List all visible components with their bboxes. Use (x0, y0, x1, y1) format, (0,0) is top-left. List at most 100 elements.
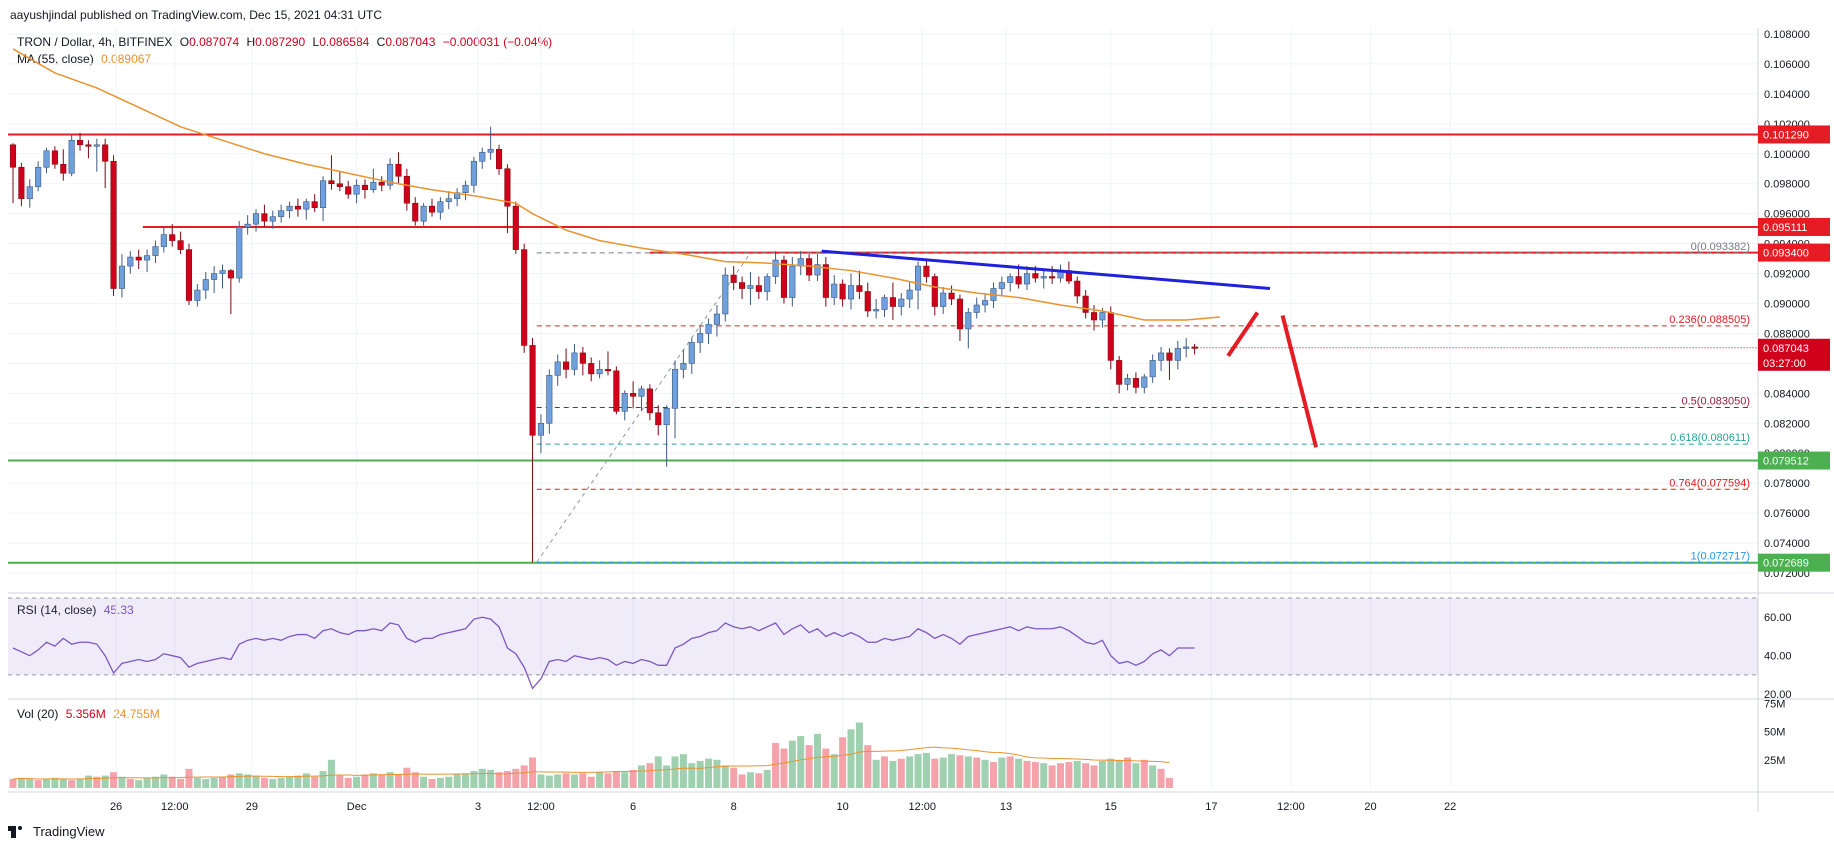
ma55-line (12, 48, 1220, 321)
chart-drawings[interactable] (821, 249, 1758, 448)
candle-down (18, 166, 25, 199)
volume-bar-down (110, 772, 118, 788)
volume-bar-up (1132, 763, 1140, 788)
price-level-badge (1758, 125, 1830, 144)
volume-bar-up (445, 776, 453, 788)
volume-bar-down (1124, 757, 1132, 788)
candle-down (579, 352, 586, 364)
symbol-name[interactable]: TRON / Dollar, 4h, BITFINEX (17, 35, 173, 49)
volume-bar-down (503, 771, 511, 788)
volume-bar-up (797, 736, 805, 788)
time-tick-label: 3 (475, 801, 481, 813)
candle-up (671, 369, 679, 409)
time-tick-label: Dec (347, 801, 367, 813)
volume-bar-up (922, 753, 930, 788)
volume-legend[interactable]: Vol (20) 5.356M 24.755M (17, 707, 164, 721)
volume-bar-down (1057, 763, 1064, 788)
volume-bar-down (520, 765, 528, 788)
volume-bar-up (1098, 760, 1106, 788)
volume-bar-up (939, 757, 947, 788)
volume-bar-up (1073, 760, 1081, 788)
candle-up (1149, 360, 1156, 378)
volume-bar-up (59, 778, 67, 788)
candle-down (177, 240, 184, 250)
close-value: 0.087043 (385, 35, 436, 49)
volume-bar-down (629, 769, 637, 788)
blue-trendline (821, 249, 1271, 291)
candle-up (873, 309, 880, 312)
price-level-badge (1758, 243, 1830, 262)
change-value: −0.000031 (−0.04%) (442, 35, 553, 49)
candle-up (194, 289, 201, 301)
candle-down (504, 168, 511, 207)
candle-up (906, 289, 913, 300)
open-value: 0.087074 (189, 35, 240, 49)
time-tick-label: 12:00 (527, 801, 555, 813)
volume-bar-down (1065, 762, 1073, 788)
candle-down (361, 184, 369, 191)
candle-down (102, 144, 109, 162)
volume-bar-up (51, 777, 59, 788)
volume-bar-up (277, 777, 285, 788)
candle-up (1141, 376, 1148, 388)
candle-up (1099, 312, 1106, 321)
volume-bar-down (361, 774, 369, 788)
candle-up (1174, 348, 1181, 361)
candle-down (76, 139, 84, 146)
candle-up (914, 265, 922, 291)
candle-up (1158, 352, 1165, 361)
volume-bar-up (570, 774, 578, 788)
fib-level-label: 0.236(0.088505) (1669, 314, 1750, 326)
candle-up (847, 285, 855, 300)
volume-bar-down (612, 771, 620, 788)
volume-bar-up (386, 772, 394, 788)
price-level-badge (1758, 217, 1830, 236)
volume-bar-down (68, 780, 76, 788)
volume-bar-down (755, 773, 763, 788)
volume-bar-down (177, 778, 185, 788)
volume-bar-down (428, 778, 436, 788)
volume-bar-up (554, 774, 562, 788)
volume-bar-down (378, 774, 386, 788)
candle-up (68, 139, 75, 174)
volume-bar-up (210, 777, 218, 788)
candle-down (755, 285, 762, 292)
volume-bar-up (470, 771, 478, 788)
candle-down (956, 298, 963, 330)
candle-down (85, 144, 92, 147)
volume-bar-down (738, 774, 746, 788)
volume-bar-up (252, 775, 260, 788)
volume-bar-down (1031, 762, 1039, 788)
price-tick-label: 0.074000 (1764, 538, 1810, 550)
candle-down (923, 265, 930, 277)
volume-bar-up (906, 756, 914, 788)
candle-up (571, 352, 578, 370)
price-axis[interactable]: 0.108000 0.106000 0.104000 0.102000 0.100000… (1758, 29, 1830, 580)
volume-bar-up (294, 775, 302, 788)
time-tick-label: 15 (1105, 801, 1117, 813)
volume-bar-up (43, 778, 51, 788)
rsi-legend[interactable]: RSI (14, close) 45.33 (17, 603, 138, 617)
pane-borders (8, 28, 1834, 812)
volume-bar-down (973, 757, 981, 788)
volume-bar-down (931, 758, 939, 788)
published-by-line: aayushjindal published on TradingView.co… (10, 8, 383, 22)
volume-value-2: 24.755M (113, 707, 160, 721)
candle-down (412, 202, 419, 222)
candle-up (219, 270, 226, 274)
projection-down-arrow (1280, 314, 1319, 448)
volume-bar-down (411, 772, 419, 788)
volume-bar-up (453, 774, 461, 788)
price-tick-label: 0.102000 (1764, 119, 1810, 131)
candle-down (495, 148, 503, 170)
candle-down (428, 205, 436, 213)
candle-up (420, 205, 427, 222)
ma-value: 0.089067 (101, 52, 152, 66)
tradingview-brand[interactable]: TradingView (8, 824, 105, 839)
fibonacci-retracement[interactable]: 0(0.093382) 0.236(0.088505) 0.5(0.083050) 0… (536, 241, 1752, 563)
candle-down (864, 291, 871, 312)
candle-up (278, 210, 285, 217)
time-axis[interactable]: 26 12:00 29 Dec 3 12:00 6 8 10 12:00 13 15 17 12:00 20… (110, 801, 1456, 813)
volume-pane: 75M 50M 25M (9, 698, 1785, 788)
